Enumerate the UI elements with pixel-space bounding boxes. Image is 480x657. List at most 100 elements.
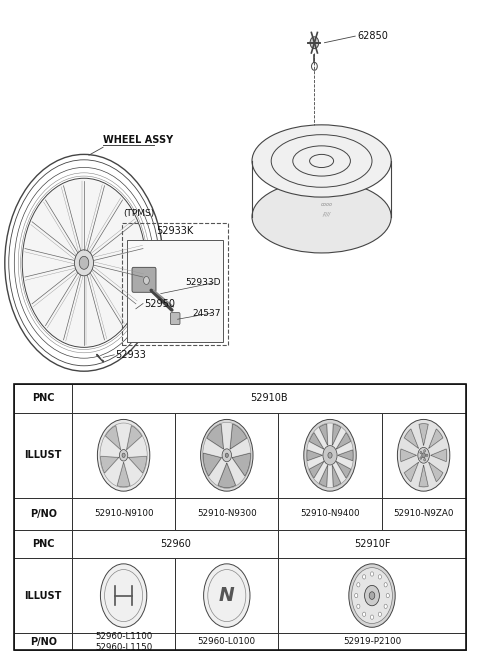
Bar — [14, 633, 72, 650]
Text: 52910B: 52910B — [250, 394, 288, 403]
Polygon shape — [400, 449, 416, 462]
Text: 52960-L1100
52960-L1150: 52960-L1100 52960-L1150 — [95, 632, 152, 652]
Bar — [382, 413, 466, 498]
Text: WHEEL ASSY: WHEEL ASSY — [103, 135, 173, 145]
Bar — [14, 384, 466, 650]
Circle shape — [328, 453, 332, 458]
Polygon shape — [431, 449, 447, 462]
Polygon shape — [319, 466, 327, 487]
Circle shape — [424, 449, 426, 452]
Text: ILLUST: ILLUST — [24, 591, 62, 600]
Circle shape — [357, 583, 360, 587]
Polygon shape — [232, 453, 251, 476]
Circle shape — [384, 604, 387, 608]
Polygon shape — [100, 457, 119, 473]
Circle shape — [378, 575, 382, 579]
Circle shape — [204, 564, 250, 627]
Circle shape — [203, 422, 251, 488]
Circle shape — [351, 568, 393, 623]
Text: 52910-N9400: 52910-N9400 — [300, 509, 360, 518]
Text: P/NO: P/NO — [30, 637, 57, 647]
Polygon shape — [333, 466, 341, 487]
Bar — [14, 530, 72, 558]
Bar — [72, 530, 278, 558]
Circle shape — [201, 419, 253, 491]
Bar — [278, 633, 466, 650]
Circle shape — [422, 453, 425, 458]
Polygon shape — [419, 424, 428, 445]
FancyBboxPatch shape — [132, 267, 156, 292]
Circle shape — [362, 575, 366, 579]
Bar — [175, 633, 278, 650]
Circle shape — [79, 256, 89, 269]
Bar — [278, 498, 382, 530]
Polygon shape — [117, 463, 130, 487]
Text: N: N — [219, 586, 235, 605]
Text: P/NO: P/NO — [30, 509, 57, 519]
Polygon shape — [307, 450, 322, 461]
Polygon shape — [338, 450, 353, 461]
Text: 24537: 24537 — [192, 309, 221, 317]
Text: (TPMS): (TPMS) — [123, 209, 155, 218]
Bar — [14, 384, 72, 413]
Circle shape — [371, 572, 373, 576]
Circle shape — [355, 593, 358, 598]
Circle shape — [371, 615, 373, 620]
Circle shape — [122, 453, 125, 457]
Polygon shape — [429, 429, 443, 448]
Circle shape — [418, 447, 430, 463]
Bar — [14, 413, 72, 498]
Text: 52933K: 52933K — [156, 226, 194, 237]
Bar — [278, 558, 466, 633]
Polygon shape — [404, 463, 419, 482]
Circle shape — [304, 419, 356, 491]
Text: 52910-N9ZA0: 52910-N9ZA0 — [393, 509, 454, 518]
Circle shape — [420, 457, 422, 459]
Polygon shape — [429, 463, 443, 482]
Polygon shape — [203, 453, 221, 476]
Circle shape — [397, 419, 450, 491]
Polygon shape — [230, 424, 247, 449]
Circle shape — [362, 612, 366, 616]
Circle shape — [357, 604, 360, 608]
Circle shape — [384, 583, 387, 587]
Ellipse shape — [252, 181, 391, 253]
Circle shape — [349, 564, 395, 627]
Bar — [72, 558, 175, 633]
Text: 52910-N9300: 52910-N9300 — [197, 509, 257, 518]
Circle shape — [426, 454, 428, 457]
Bar — [14, 558, 72, 633]
Text: PNC: PNC — [32, 394, 54, 403]
Circle shape — [74, 250, 94, 276]
Bar — [14, 498, 72, 530]
Ellipse shape — [252, 125, 391, 197]
Circle shape — [128, 306, 136, 317]
Bar — [278, 530, 466, 558]
Polygon shape — [309, 433, 324, 449]
Circle shape — [100, 564, 147, 627]
Text: 62850: 62850 — [358, 31, 388, 41]
Bar — [175, 413, 278, 498]
Text: oooo: oooo — [321, 202, 333, 208]
Polygon shape — [207, 424, 223, 449]
Bar — [72, 413, 175, 498]
Circle shape — [424, 459, 426, 461]
Polygon shape — [333, 424, 341, 445]
Circle shape — [386, 593, 389, 598]
Bar — [175, 498, 278, 530]
Circle shape — [310, 37, 319, 49]
Bar — [122, 223, 228, 345]
Bar — [72, 633, 175, 650]
Circle shape — [120, 449, 128, 461]
Circle shape — [22, 178, 146, 348]
Text: PNC: PNC — [32, 539, 54, 549]
Polygon shape — [129, 457, 147, 473]
Text: 52910-N9100: 52910-N9100 — [94, 509, 154, 518]
Polygon shape — [419, 465, 428, 487]
Bar — [175, 558, 278, 633]
Text: 52933: 52933 — [115, 350, 146, 360]
Polygon shape — [336, 462, 351, 478]
Circle shape — [222, 449, 231, 462]
Bar — [127, 240, 223, 342]
Circle shape — [420, 451, 422, 454]
